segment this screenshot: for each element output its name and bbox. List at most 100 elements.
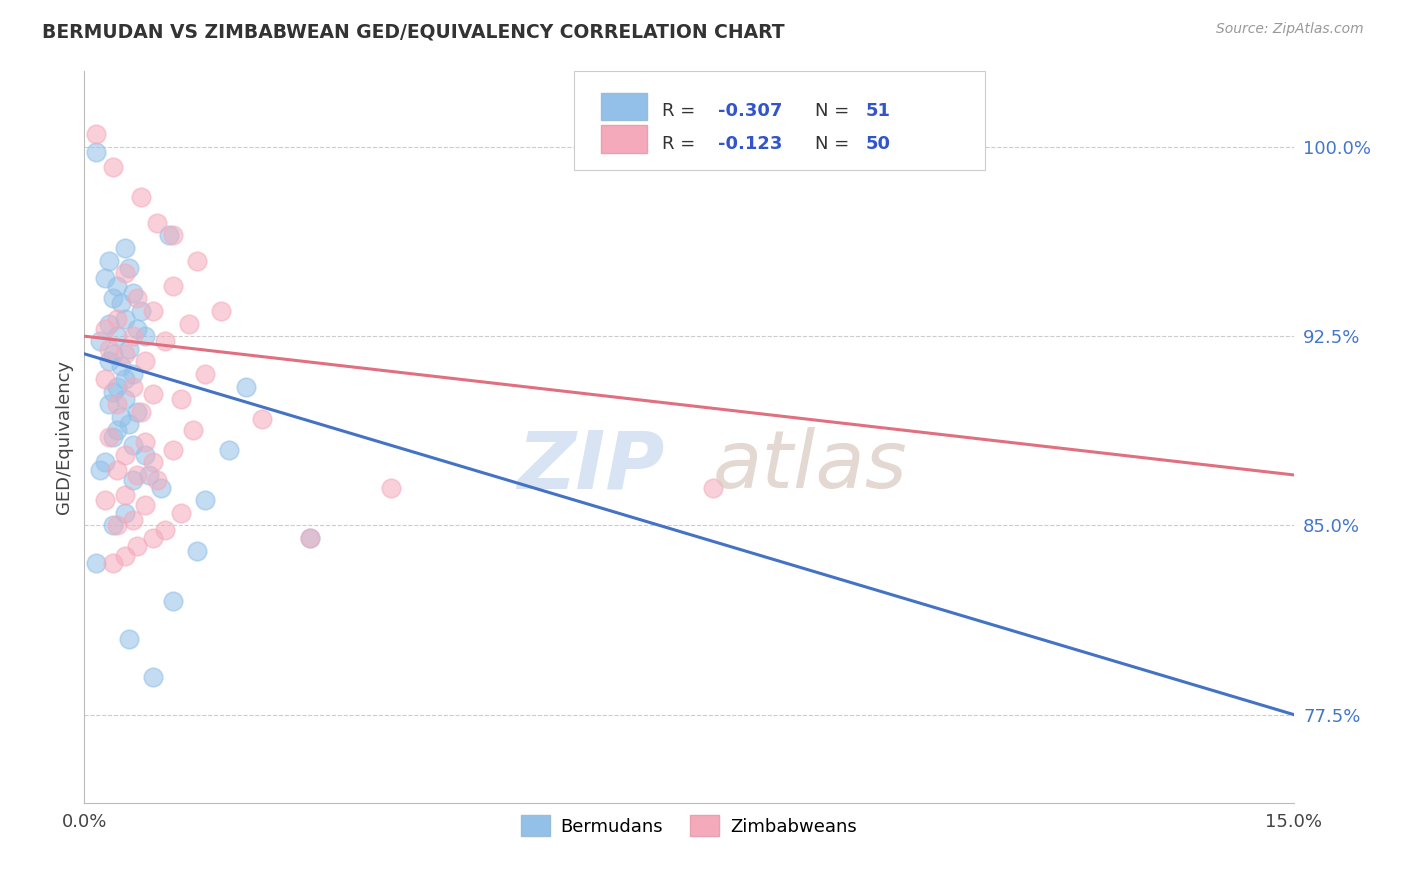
Point	[142, 531, 165, 545]
Point	[125, 291, 148, 305]
Point	[125, 467, 148, 482]
Point	[162, 278, 184, 293]
Point	[101, 291, 124, 305]
Point	[86, 128, 108, 142]
Point	[125, 539, 148, 553]
Point	[86, 556, 108, 570]
Point	[218, 442, 240, 457]
Point	[129, 190, 152, 204]
Point	[146, 216, 169, 230]
Point	[179, 317, 201, 331]
Point	[129, 304, 152, 318]
Point	[89, 334, 111, 349]
Point	[110, 359, 132, 374]
Point	[194, 367, 217, 381]
Point	[97, 430, 120, 444]
Text: atlas: atlas	[713, 427, 908, 506]
Point	[105, 329, 128, 343]
FancyBboxPatch shape	[600, 93, 647, 120]
Point	[380, 481, 402, 495]
Point	[105, 397, 128, 411]
Text: Source: ZipAtlas.com: Source: ZipAtlas.com	[1216, 22, 1364, 37]
Point	[101, 160, 124, 174]
Point	[142, 387, 165, 401]
Point	[114, 488, 136, 502]
Text: R =: R =	[662, 135, 702, 153]
Point	[142, 455, 165, 469]
Point	[114, 372, 136, 386]
Text: BERMUDAN VS ZIMBABWEAN GED/EQUIVALENCY CORRELATION CHART: BERMUDAN VS ZIMBABWEAN GED/EQUIVALENCY C…	[42, 22, 785, 41]
Point	[134, 448, 156, 462]
FancyBboxPatch shape	[600, 126, 647, 153]
Point	[114, 241, 136, 255]
Point	[105, 518, 128, 533]
Point	[186, 543, 208, 558]
Point	[105, 423, 128, 437]
Point	[97, 317, 120, 331]
Point	[142, 670, 165, 684]
Point	[114, 347, 136, 361]
Point	[153, 334, 176, 349]
Point	[114, 392, 136, 407]
Point	[153, 524, 176, 538]
Point	[960, 847, 983, 861]
Point	[105, 379, 128, 393]
Point	[121, 367, 143, 381]
Point	[118, 342, 141, 356]
Point	[170, 506, 193, 520]
Point	[118, 261, 141, 276]
Point	[101, 556, 124, 570]
Point	[194, 493, 217, 508]
Point	[250, 412, 273, 426]
Text: N =: N =	[814, 102, 855, 120]
Point	[105, 463, 128, 477]
Point	[97, 397, 120, 411]
Text: -0.307: -0.307	[718, 102, 782, 120]
Point	[121, 286, 143, 301]
Point	[157, 228, 180, 243]
Point	[114, 266, 136, 280]
Point	[93, 455, 115, 469]
Point	[97, 253, 120, 268]
Point	[114, 506, 136, 520]
Point	[134, 435, 156, 450]
Point	[110, 409, 132, 424]
Point	[235, 379, 257, 393]
Point	[134, 354, 156, 368]
Point	[114, 549, 136, 563]
Point	[118, 632, 141, 646]
Point	[162, 442, 184, 457]
Point	[101, 384, 124, 399]
Point	[129, 405, 152, 419]
Point	[299, 531, 322, 545]
Point	[186, 253, 208, 268]
Point	[89, 463, 111, 477]
Point	[209, 304, 232, 318]
Point	[110, 296, 132, 310]
Point	[162, 594, 184, 608]
Point	[181, 423, 204, 437]
Point	[134, 329, 156, 343]
Point	[149, 481, 172, 495]
Point	[114, 311, 136, 326]
Point	[97, 354, 120, 368]
Text: 50: 50	[866, 135, 890, 153]
Point	[93, 372, 115, 386]
Point	[114, 448, 136, 462]
Point	[134, 498, 156, 512]
Point	[121, 513, 143, 527]
Point	[299, 531, 322, 545]
Point	[105, 278, 128, 293]
Point	[121, 379, 143, 393]
Point	[125, 321, 148, 335]
Point	[101, 347, 124, 361]
FancyBboxPatch shape	[574, 71, 986, 170]
Point	[93, 321, 115, 335]
Y-axis label: GED/Equivalency: GED/Equivalency	[55, 360, 73, 514]
Point	[138, 467, 160, 482]
Point	[170, 392, 193, 407]
Point	[121, 437, 143, 451]
Text: -0.123: -0.123	[718, 135, 782, 153]
Point	[702, 481, 724, 495]
Point	[142, 304, 165, 318]
